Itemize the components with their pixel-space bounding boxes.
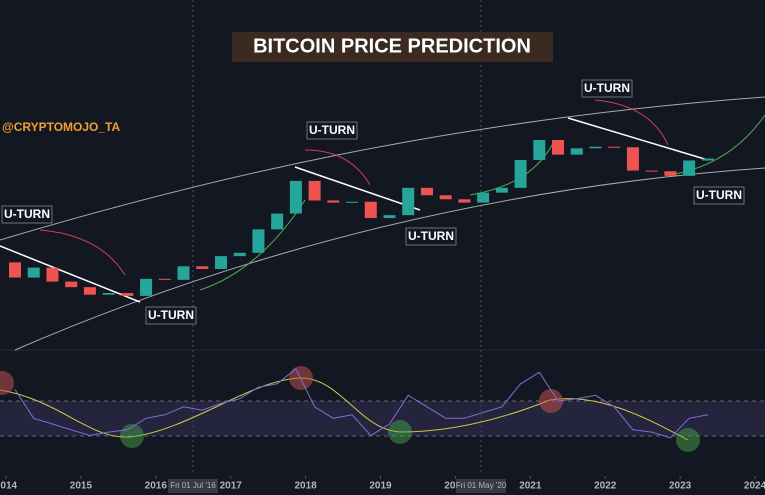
annotation: U-TURN xyxy=(696,188,742,202)
candle xyxy=(27,267,40,278)
signal xyxy=(388,420,412,444)
x-tick-label: 2021 xyxy=(519,481,542,492)
candle xyxy=(383,215,396,219)
x-tick-label: 2019 xyxy=(369,481,392,492)
signal xyxy=(676,428,700,452)
candle xyxy=(420,187,433,196)
rsi-ma xyxy=(0,377,689,441)
annotation-box xyxy=(145,306,197,325)
candle xyxy=(533,139,546,160)
candle xyxy=(458,199,471,203)
x-tick-label: 2014 xyxy=(0,481,18,492)
candle xyxy=(252,229,265,253)
candle xyxy=(308,180,321,201)
arrow xyxy=(594,99,669,146)
candle xyxy=(495,187,508,193)
candle xyxy=(327,200,340,203)
x-tick-label: 2022 xyxy=(594,481,617,492)
arrow xyxy=(39,229,126,276)
signal xyxy=(120,424,144,448)
annotation: U-TURN xyxy=(584,81,630,95)
candle xyxy=(140,278,153,296)
x-tick-label: 2023 xyxy=(669,481,692,492)
candle xyxy=(9,262,21,278)
candle xyxy=(589,146,602,149)
title: BITCOIN PRICE PREDICTION xyxy=(253,35,531,57)
x-tick-label: 2024 xyxy=(744,481,765,492)
annotation: U-TURN xyxy=(4,207,50,221)
arrow xyxy=(669,114,765,176)
channel-line xyxy=(14,167,765,351)
title-box xyxy=(232,32,553,62)
candle xyxy=(177,266,190,280)
trend-line xyxy=(567,117,709,161)
candle xyxy=(645,170,658,172)
candle xyxy=(65,281,78,288)
candle xyxy=(289,180,302,214)
date-badge xyxy=(456,479,506,493)
candle xyxy=(552,139,565,155)
rsi-band xyxy=(0,401,765,436)
date-badge-label: Fri 01 May '20 xyxy=(456,481,507,490)
annotation: U-TURN xyxy=(408,229,454,243)
arrow xyxy=(304,149,371,186)
candle xyxy=(664,171,677,176)
channel-line xyxy=(0,96,765,241)
x-tick-label: 2015 xyxy=(70,481,93,492)
candle xyxy=(402,187,415,216)
candle xyxy=(271,213,284,230)
candle xyxy=(214,256,227,269)
rsi-line xyxy=(14,368,708,439)
candle xyxy=(364,201,377,219)
candle xyxy=(121,293,134,296)
annotation-box xyxy=(306,121,358,140)
candle xyxy=(233,252,246,257)
annotation-box xyxy=(693,186,745,205)
trend-line xyxy=(0,245,141,303)
x-tick-label: 2018 xyxy=(294,481,317,492)
candle xyxy=(683,160,696,176)
candle xyxy=(701,158,714,161)
candle xyxy=(102,293,115,295)
arrow xyxy=(199,199,306,291)
candle xyxy=(158,278,171,280)
candle xyxy=(196,266,209,269)
candle xyxy=(46,267,59,282)
watermark: @CRYPTOMOJO_TA xyxy=(2,120,120,134)
signal xyxy=(289,366,313,390)
candle xyxy=(346,201,359,203)
candle xyxy=(570,148,583,155)
trend-line xyxy=(294,166,421,211)
candle xyxy=(626,147,639,171)
candle xyxy=(477,192,490,203)
candle xyxy=(439,195,452,200)
x-tick-label: 2016 xyxy=(145,481,168,492)
signal xyxy=(0,371,14,395)
candle xyxy=(514,159,527,188)
annotation-box xyxy=(1,205,53,224)
annotation-box xyxy=(405,227,457,246)
annotation: U-TURN xyxy=(148,308,194,322)
annotation: U-TURN xyxy=(309,123,355,137)
candle xyxy=(608,146,621,148)
date-badge-label: Fri 01 Jul '16 xyxy=(170,481,216,490)
signal xyxy=(539,389,563,413)
date-badge xyxy=(168,479,218,493)
annotation-box xyxy=(581,79,633,98)
candle xyxy=(83,287,96,295)
x-tick-label: 2017 xyxy=(220,481,243,492)
x-tick-label: 2020 xyxy=(444,481,467,492)
